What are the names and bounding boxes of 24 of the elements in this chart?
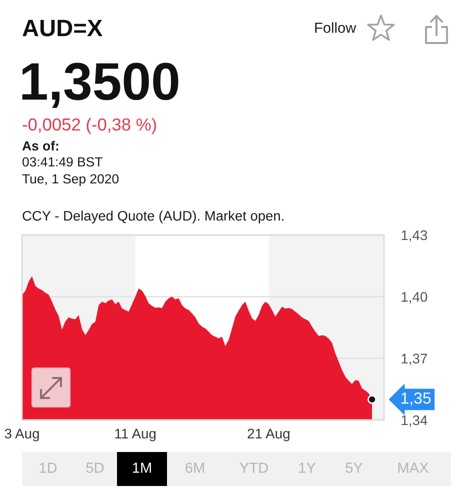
text: Tue, 1 Sep 2020	[22, 174, 119, 186]
text: 5Y	[346, 462, 363, 473]
text: 5D	[86, 462, 104, 473]
text: CCY - Delayed Quote (AUD). Market open.	[22, 210, 284, 224]
x-tick-label: 11 Aug	[115, 428, 156, 442]
chart-subtitle: 1,3500	[22, 62, 178, 108]
text: 1D	[40, 462, 57, 473]
y-tick-label: 1,34	[402, 415, 428, 427]
text: 03:41:49 BST	[22, 157, 102, 167]
text: -0,0052 (-0,38 %)	[22, 118, 156, 134]
y-tick-label: 1,37	[402, 354, 427, 366]
text: 1Y	[299, 462, 316, 473]
chart-title: AUD=X	[22, 20, 102, 36]
text: 6M	[186, 462, 204, 473]
x-tick-label: 21 Aug	[248, 428, 290, 442]
x-tick-label: 3 Aug	[4, 428, 39, 442]
text: MAX	[398, 462, 428, 473]
text: As of:	[22, 140, 58, 151]
y-tick-label: 1,43	[402, 230, 428, 242]
y-tick-label: 1,40	[402, 292, 428, 304]
text: 1,35	[402, 392, 431, 406]
text: YTD	[240, 462, 268, 473]
text: 1M	[132, 462, 151, 473]
text: Follow	[315, 22, 356, 33]
